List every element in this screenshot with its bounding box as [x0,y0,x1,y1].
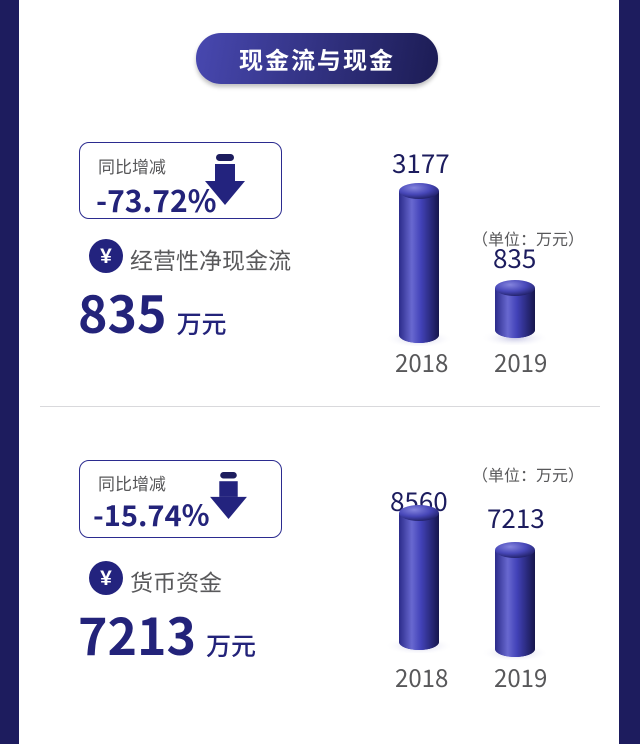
svg-text:¥: ¥ [100,567,112,590]
svg-text:¥: ¥ [100,245,112,268]
